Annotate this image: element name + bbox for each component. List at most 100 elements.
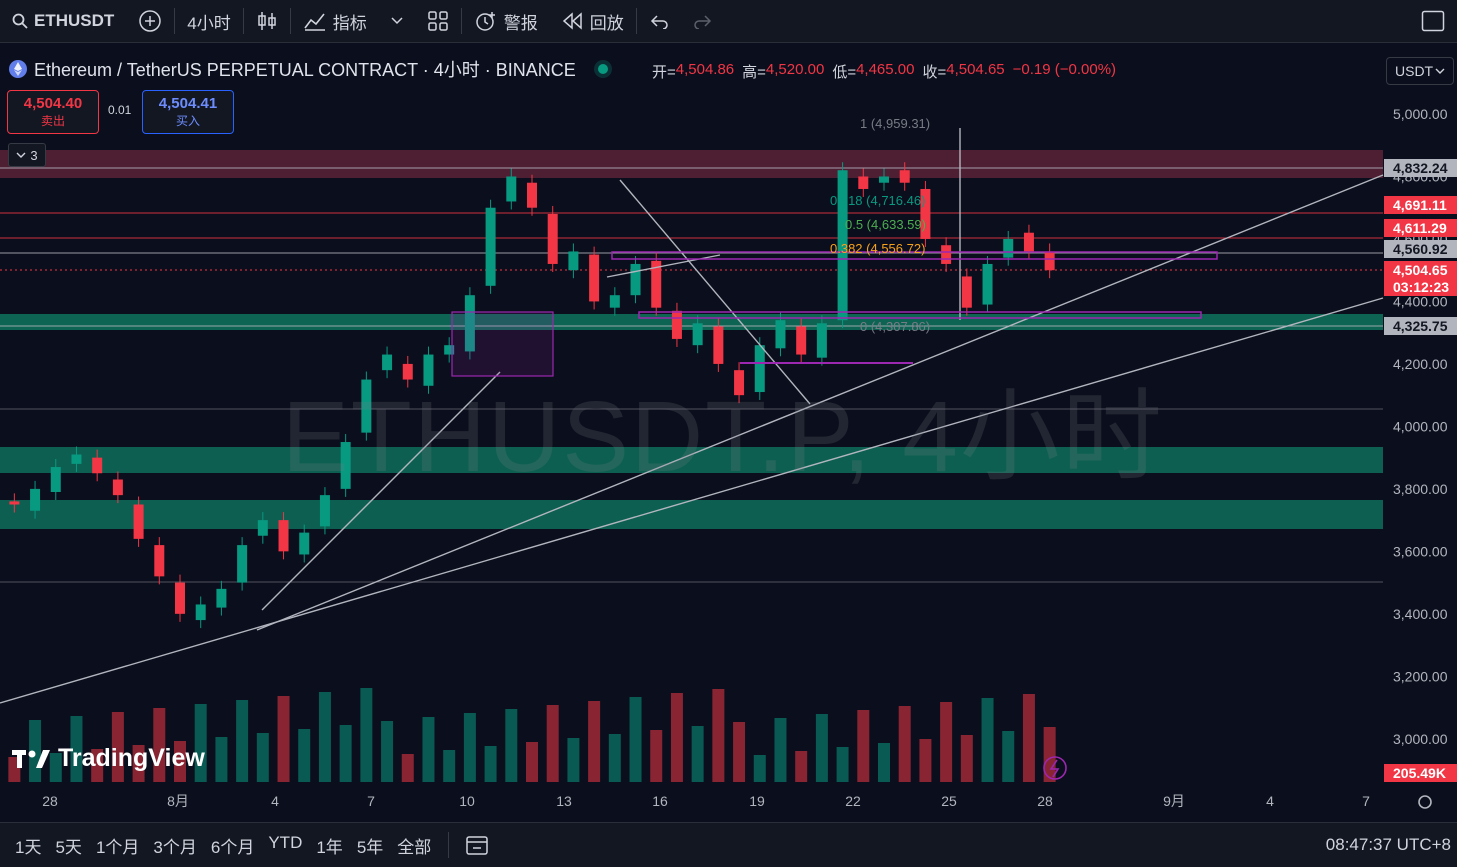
candle-body: [382, 354, 393, 371]
volume-bar: [256, 733, 269, 782]
toolbar-divider: [635, 8, 637, 34]
time-axis-tick: 22: [845, 793, 861, 809]
candle-body: [402, 363, 413, 380]
replay-button[interactable]: 回放: [550, 0, 636, 42]
chart-type-button[interactable]: [244, 0, 290, 42]
range-button-1[interactable]: 5天: [55, 837, 82, 857]
indicators-label: 指标: [332, 13, 367, 33]
price-axis-tick: 4,400.00: [1393, 293, 1448, 309]
indicators-dropdown[interactable]: [379, 0, 415, 42]
indicator-collapse-button[interactable]: 3: [8, 143, 46, 167]
volume-bar: [111, 712, 124, 782]
volume-bar: [401, 754, 414, 782]
range-button-2[interactable]: 1个月: [95, 837, 140, 857]
volume-bar: [298, 729, 311, 782]
candle-body: [775, 320, 786, 349]
fullscreen-button[interactable]: [1409, 0, 1457, 42]
alert-button[interactable]: 警报: [462, 0, 550, 42]
candle-body: [796, 326, 807, 355]
currency-select[interactable]: USDT: [1386, 57, 1454, 85]
symbol-search[interactable]: ETHUSDT: [0, 0, 126, 42]
indicators-button[interactable]: 指标: [291, 0, 379, 42]
rewind-icon: [562, 12, 584, 30]
range-button-5[interactable]: YTD: [268, 832, 303, 852]
volume-bar: [836, 747, 849, 782]
chart-legend: Ethereum / TetherUS PERPETUAL CONTRACT ·…: [8, 56, 608, 82]
close-value: 4,504.65: [946, 61, 1005, 78]
candle-body: [858, 176, 869, 189]
trend-line: [0, 297, 1384, 704]
volume-bar: [381, 721, 394, 782]
time-axis-tick: 8月: [167, 793, 189, 809]
candle-body: [527, 182, 537, 208]
market-status-dot: [597, 64, 608, 74]
range-button-7[interactable]: 5年: [356, 837, 384, 857]
close-label: 收=: [922, 64, 947, 81]
toolbar-divider: [289, 8, 291, 34]
candle-body: [547, 213, 558, 264]
candle-body: [133, 504, 144, 539]
goto-date-button[interactable]: [459, 834, 495, 856]
layout-button[interactable]: [415, 0, 461, 42]
fib-level-label: 0.618 (4,716.46): [830, 193, 925, 208]
volume-bar: [774, 718, 787, 782]
fib-level-label: 1 (4,959.31): [860, 116, 930, 131]
clock-timezone[interactable]: 08:47:37 UTC+8: [1325, 835, 1451, 854]
symbol-description[interactable]: Ethereum / TetherUS PERPETUAL CONTRACT ·…: [34, 60, 576, 80]
price-chart[interactable]: 1 (4,959.31) 0.618 (4,716.46) 0.5 (4,633.5…: [0, 46, 1457, 818]
range-button-4[interactable]: 6个月: [210, 837, 255, 857]
candle-body: [692, 323, 703, 346]
candle-body: [257, 520, 268, 536]
range-box-drawing: [611, 251, 1218, 260]
fib-level-label: 0 (4,307.86): [860, 319, 930, 334]
interval-button[interactable]: 4小时: [175, 0, 242, 42]
sell-label: 卖出: [40, 114, 65, 128]
candle-body: [319, 495, 330, 527]
candle-body: [444, 345, 455, 355]
candle-body: [609, 295, 620, 308]
candle-body: [299, 532, 310, 555]
candle-body: [361, 379, 372, 433]
tradingview-logo-mark: [12, 749, 50, 768]
sell-button[interactable]: 4,504.40 卖出: [7, 90, 99, 134]
volume-bar: [132, 745, 145, 782]
settings-gear-icon: [1418, 795, 1432, 809]
range-button-6[interactable]: 1年: [316, 837, 343, 857]
range-button-8[interactable]: 全部: [397, 837, 432, 857]
range-button-0[interactable]: 1天: [15, 837, 42, 857]
compare-button[interactable]: [126, 0, 174, 42]
search-icon: [12, 13, 28, 29]
volume-bar: [712, 689, 725, 782]
window-icon: [1421, 10, 1445, 32]
volume-bar: [857, 710, 870, 782]
symbol-name: ETHUSDT: [34, 11, 115, 30]
candle-body: [195, 604, 206, 621]
calendar-range-icon: [466, 836, 489, 855]
buy-button[interactable]: 4,504.41 买入: [142, 90, 234, 134]
candle-body: [216, 588, 227, 608]
volume-bar: [236, 700, 249, 782]
candle-body: [568, 251, 579, 271]
chart-area[interactable]: 1 (4,959.31) 0.618 (4,716.46) 0.5 (4,633.5…: [0, 46, 1457, 818]
undo-icon: [649, 13, 669, 29]
fib-level-label: 0.382 (4,556.72): [830, 241, 925, 256]
resistance-zone: [0, 150, 1383, 178]
alarm-clock-icon: [474, 9, 498, 33]
chevron-down-icon: [391, 17, 403, 25]
price-axis-tag: [1384, 261, 1457, 279]
replay-label: 回放: [589, 13, 624, 33]
price-axis-tag: [1384, 219, 1457, 237]
redo-button[interactable]: [681, 0, 725, 42]
candle-body: [961, 276, 972, 308]
candle-body: [112, 479, 123, 496]
chevron-down-icon: [1435, 68, 1445, 75]
top-toolbar: ETHUSDT 4小时 指标 警报: [0, 0, 1457, 43]
volume-bar: [153, 708, 166, 782]
candle-body: [754, 345, 765, 393]
volume-bar: [526, 742, 538, 782]
time-axis-tick: 19: [749, 793, 765, 809]
volume-bar: [546, 705, 559, 782]
undo-button[interactable]: [637, 0, 681, 42]
range-button-3[interactable]: 3个月: [153, 837, 197, 857]
volume-bar: [1002, 731, 1015, 782]
